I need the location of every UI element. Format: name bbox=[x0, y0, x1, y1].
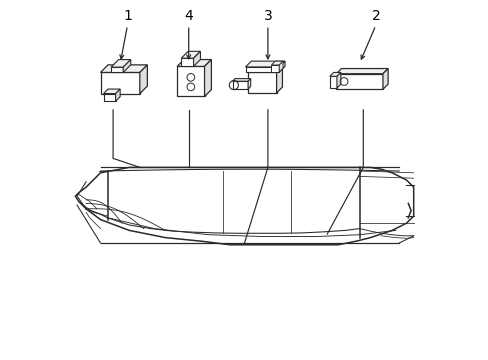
Polygon shape bbox=[336, 68, 387, 74]
Polygon shape bbox=[111, 60, 130, 67]
Polygon shape bbox=[123, 60, 130, 72]
Polygon shape bbox=[193, 51, 200, 66]
Polygon shape bbox=[232, 78, 250, 81]
Polygon shape bbox=[279, 61, 283, 72]
Polygon shape bbox=[271, 61, 283, 65]
Polygon shape bbox=[247, 72, 276, 93]
Polygon shape bbox=[279, 61, 285, 72]
Polygon shape bbox=[329, 72, 340, 76]
Polygon shape bbox=[140, 65, 147, 94]
Polygon shape bbox=[177, 59, 211, 66]
Polygon shape bbox=[181, 58, 193, 66]
Text: 2: 2 bbox=[371, 9, 380, 23]
Polygon shape bbox=[247, 78, 250, 89]
Polygon shape bbox=[245, 61, 285, 67]
Polygon shape bbox=[247, 66, 282, 72]
Text: 3: 3 bbox=[263, 9, 272, 23]
Polygon shape bbox=[245, 67, 279, 72]
Text: 1: 1 bbox=[123, 9, 132, 23]
Polygon shape bbox=[232, 81, 247, 89]
Polygon shape bbox=[336, 74, 382, 89]
Polygon shape bbox=[204, 59, 211, 96]
Polygon shape bbox=[382, 68, 387, 89]
Text: 4: 4 bbox=[184, 9, 193, 23]
Polygon shape bbox=[181, 51, 200, 58]
Polygon shape bbox=[103, 89, 120, 94]
Polygon shape bbox=[336, 72, 340, 88]
Polygon shape bbox=[115, 89, 120, 101]
Polygon shape bbox=[177, 66, 204, 96]
Polygon shape bbox=[329, 76, 336, 88]
Polygon shape bbox=[101, 65, 147, 72]
Polygon shape bbox=[103, 94, 115, 101]
Polygon shape bbox=[101, 72, 140, 94]
Polygon shape bbox=[276, 66, 282, 93]
Polygon shape bbox=[111, 67, 123, 72]
Polygon shape bbox=[271, 65, 279, 72]
